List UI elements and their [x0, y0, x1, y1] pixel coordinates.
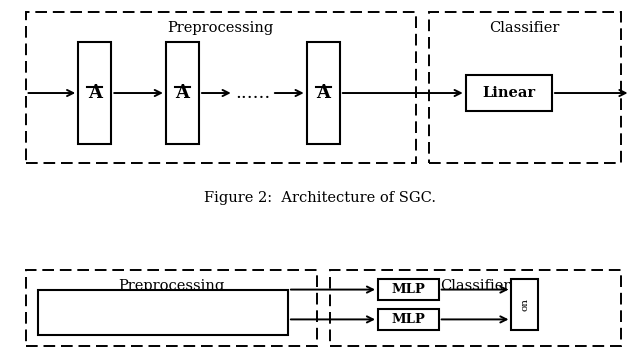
Text: ......: ......: [235, 84, 271, 102]
Bar: [511, 279, 538, 330]
Text: Linear: Linear: [482, 86, 536, 100]
Bar: [26, 12, 416, 163]
Text: on: on: [520, 298, 529, 311]
Text: Preprocessing: Preprocessing: [168, 21, 274, 35]
Text: Figure 2:  Architecture of SGC.: Figure 2: Architecture of SGC.: [204, 191, 436, 205]
Text: A: A: [88, 84, 102, 102]
Bar: [166, 42, 199, 144]
Bar: [429, 12, 621, 163]
Text: A: A: [316, 84, 330, 102]
Text: MLP: MLP: [392, 313, 425, 326]
Text: MLP: MLP: [392, 283, 425, 296]
Bar: [78, 42, 111, 144]
Bar: [38, 290, 288, 335]
Bar: [307, 42, 340, 144]
Text: Classifier: Classifier: [490, 21, 560, 35]
Text: Classifier: Classifier: [440, 279, 510, 293]
Text: Preprocessing: Preprocessing: [118, 279, 225, 293]
Bar: [466, 74, 552, 112]
Bar: [378, 279, 439, 300]
Bar: [26, 270, 317, 346]
Text: A: A: [175, 84, 189, 102]
Bar: [378, 309, 439, 330]
Bar: [330, 270, 621, 346]
